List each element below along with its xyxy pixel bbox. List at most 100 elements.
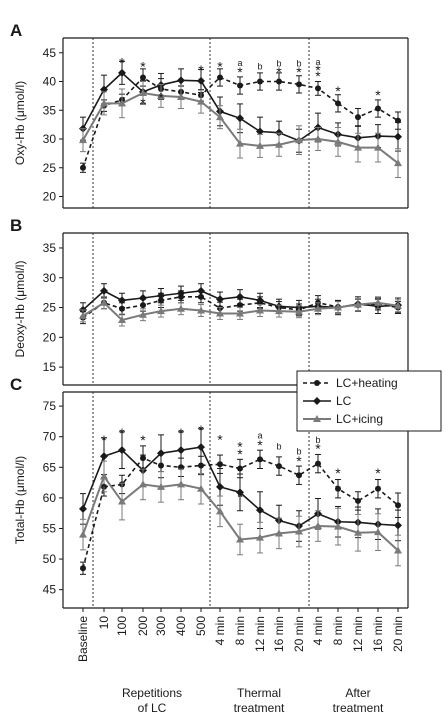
series-lc-icing [79, 296, 402, 327]
data-point [100, 452, 108, 461]
x-tick-label: 100 [115, 616, 129, 636]
data-point [177, 76, 185, 85]
data-point [256, 506, 264, 515]
data-point [355, 497, 361, 504]
data-point [375, 485, 381, 492]
data-point [100, 298, 108, 306]
data-point [118, 99, 126, 107]
x-tick-label: 400 [174, 616, 188, 636]
data-point [197, 76, 205, 85]
y-tick-label: 30 [43, 132, 57, 146]
y-axis-label: Oxy-Hb (μmol/l) [13, 81, 27, 165]
x-tick-label: 10 [97, 616, 111, 630]
significance-mark: * [119, 54, 125, 70]
data-point [334, 522, 342, 530]
significance-mark: a [315, 57, 320, 67]
significance-mark: b [296, 59, 301, 69]
y-tick-label: 30 [43, 271, 57, 285]
data-point [216, 309, 224, 317]
data-point [217, 74, 223, 81]
significance-mark: * [375, 465, 381, 481]
y-tick-label: 45 [43, 583, 57, 597]
data-point [236, 309, 244, 317]
data-point [314, 304, 322, 312]
significance-mark: * [335, 465, 341, 481]
data-point [157, 449, 165, 458]
significance-mark: * [296, 453, 302, 469]
significance-mark: * [315, 441, 321, 457]
data-point [216, 113, 224, 121]
significance-mark: * [140, 432, 146, 448]
data-point [334, 137, 342, 145]
legend-marker [313, 397, 321, 405]
significance-mark: b [276, 59, 281, 69]
data-point [118, 296, 126, 305]
data-point [100, 99, 108, 107]
data-point [394, 301, 402, 309]
legend: LC+heating LC LC+icing [296, 370, 442, 432]
data-point [157, 91, 165, 99]
data-point [140, 74, 146, 81]
data-point [275, 128, 283, 137]
series-lc-icing [79, 81, 402, 179]
x-group-label: After [345, 686, 370, 700]
data-point [355, 114, 361, 121]
data-point [197, 484, 205, 492]
data-point [216, 295, 224, 304]
significance-mark: * [217, 432, 223, 448]
significance-mark: * [101, 479, 107, 495]
x-tick-label: 8 min [331, 616, 345, 645]
data-point [256, 127, 264, 136]
x-tick-label: 20 min [391, 616, 405, 652]
data-point [276, 78, 282, 85]
data-point [139, 480, 147, 488]
x-group-label: treatment [234, 701, 285, 715]
significance-mark: * [375, 87, 381, 103]
x-tick-label: 16 min [371, 616, 385, 652]
x-tick-label: 16 min [272, 616, 286, 652]
data-point [139, 294, 147, 303]
significance-mark: * [237, 438, 243, 454]
data-point [236, 488, 244, 497]
y-tick-label: 35 [43, 103, 57, 117]
data-point [295, 136, 303, 144]
x-axis-labels: Baseline 10 100 200 300 400 500 4 min 8 min 12 mi… [76, 608, 405, 715]
data-point [275, 529, 283, 537]
panel-label: B [10, 216, 22, 235]
data-point [275, 307, 283, 315]
series-lc-icing [79, 460, 402, 567]
significance-mark: * [198, 62, 204, 78]
significance-mark: * [237, 64, 243, 80]
data-point [118, 446, 126, 455]
legend-label: LC+heating [336, 376, 398, 390]
y-tick-label: 55 [43, 521, 57, 535]
data-point [197, 286, 205, 295]
significance-mark: a [237, 489, 242, 499]
data-point [335, 100, 341, 107]
data-point [177, 304, 185, 312]
significance-mark: b [315, 435, 320, 445]
x-group-label: Repetitions [122, 686, 182, 700]
data-point [354, 143, 362, 151]
data-point [395, 502, 401, 509]
legend-marker [314, 380, 320, 386]
significance-mark: * [140, 58, 146, 74]
data-point [394, 521, 402, 530]
x-group-label: of LC [138, 701, 167, 715]
data-point [375, 105, 381, 112]
significance-mark: * [140, 95, 146, 111]
data-point [157, 307, 165, 315]
x-tick-label: 8 min [233, 616, 247, 645]
data-point [139, 310, 147, 318]
y-tick-label: 65 [43, 460, 57, 474]
data-point [276, 463, 282, 470]
data-point [237, 465, 243, 472]
y-tick-label: 25 [43, 161, 57, 175]
data-point [79, 504, 87, 513]
significance-mark: * [178, 425, 184, 441]
data-point [256, 296, 264, 305]
data-point [314, 522, 322, 530]
